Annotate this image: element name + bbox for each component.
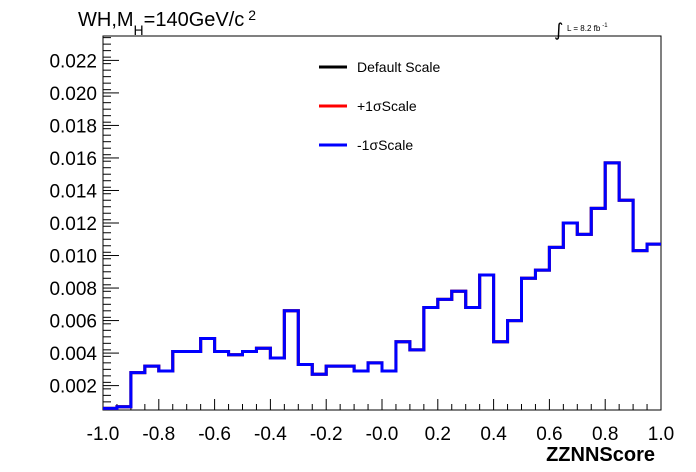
x-tick-label: 0.6 [536, 424, 562, 445]
luminosity-exponent: -1 [602, 23, 608, 29]
integral-icon: ∫ [554, 20, 563, 41]
chart-title: WH,MH=140GeV/c 2 [78, 7, 256, 38]
y-axis: 0.002 0.004 0.006 0.008 0.010 0.012 0.014 0.016… [49, 37, 119, 409]
x-tick-label: -1.0 [87, 424, 120, 445]
x-tick-label: -0.6 [198, 424, 231, 445]
chart-title-subscript: H [134, 22, 144, 38]
series-layer [103, 161, 661, 410]
luminosity-label: L = 8.2 fb -1 [567, 23, 608, 33]
chart-title-rest: =140GeV/c [144, 9, 245, 31]
x-axis: -1.0 -0.8 -0.6 -0.4 -0.2 -0.0 0.2 0.4 0.6 0.8 1.0 [87, 399, 674, 445]
x-tick-label: 0.4 [480, 424, 507, 445]
x-tick-label: -0.8 [142, 424, 175, 445]
y-tick-label: 0.016 [49, 149, 97, 170]
y-tick-label: 0.008 [49, 279, 97, 300]
luminosity-value: L = 8.2 fb [567, 24, 601, 33]
y-tick-label: 0.004 [49, 344, 97, 365]
y-tick-label: 0.002 [49, 377, 97, 398]
legend-label-2: -1σScale [357, 137, 413, 153]
chart-title-superscript: 2 [248, 7, 256, 23]
y-tick-label: 0.018 [49, 116, 97, 137]
y-tick-label: 0.020 [49, 84, 97, 105]
chart-title-main: WH,M [78, 9, 134, 31]
y-tick-label: 0.014 [49, 181, 97, 202]
series-line-2 [103, 161, 661, 410]
legend-label-0: Default Scale [357, 59, 440, 75]
x-tick-label: 1.0 [648, 424, 674, 445]
legend-label-1: +1σScale [357, 98, 417, 114]
x-tick-label: 0.2 [425, 424, 451, 445]
x-tick-label: -0.4 [254, 424, 287, 445]
y-tick-label: 0.010 [49, 247, 97, 268]
x-tick-label: -0.0 [366, 424, 399, 445]
x-tick-label: 0.8 [592, 424, 618, 445]
x-axis-title: ZZNNScore [546, 444, 655, 466]
x-tick-label: -0.2 [310, 424, 343, 445]
y-tick-label: 0.022 [49, 51, 97, 72]
y-tick-label: 0.006 [49, 312, 97, 333]
y-tick-label: 0.012 [49, 214, 97, 235]
legend: Default Scale +1σScale -1σScale [319, 59, 440, 153]
